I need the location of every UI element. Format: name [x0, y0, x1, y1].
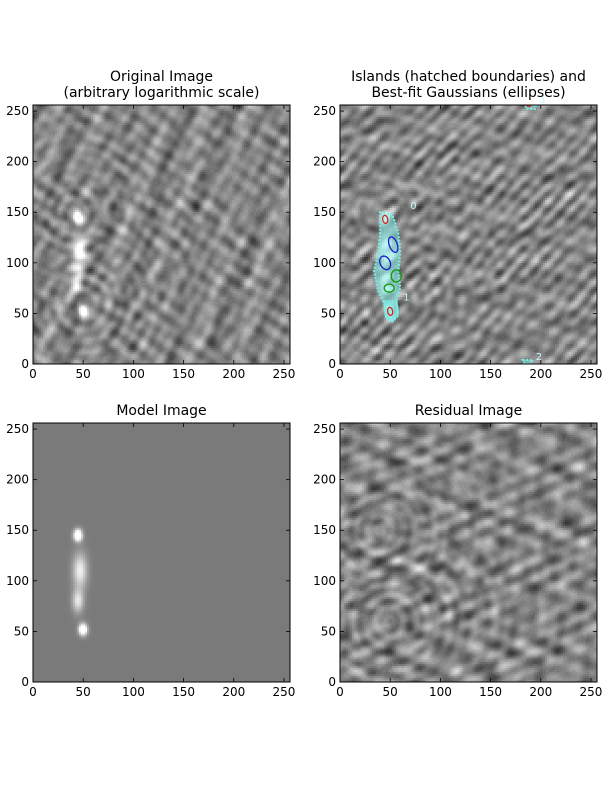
- panel-3: 0 50 100 150 200 250 0 50 100 150 200 250 Model Imag…: [6, 403, 295, 699]
- panel-2: 0 1 2 3 0 50 100 150 200 250 0 50 100 150 200 250 Island…: [313, 69, 602, 381]
- panel-title: (arbitrary logarithmic scale): [63, 85, 259, 101]
- x-tick-label: 50: [76, 685, 91, 699]
- y-tick-label: 200: [6, 155, 29, 169]
- y-tick-label: 150: [313, 523, 336, 537]
- x-tick-label: 0: [29, 367, 37, 381]
- x-tick-label: 100: [122, 367, 145, 381]
- x-tick-label: 50: [383, 685, 398, 699]
- y-tick-label: 50: [321, 306, 336, 320]
- y-tick-label: 100: [313, 256, 336, 270]
- y-tick-label: 0: [21, 357, 29, 371]
- gaussian-ellipse: [379, 255, 392, 271]
- gaussian-ellipse: [383, 283, 395, 293]
- panel-image: [340, 423, 597, 682]
- gaussian-ellipse: [381, 214, 389, 224]
- y-tick-label: 100: [6, 574, 29, 588]
- x-tick-label: 100: [429, 367, 452, 381]
- island-label: 2: [536, 352, 542, 363]
- y-tick-label: 0: [328, 675, 336, 689]
- x-tick-label: 50: [383, 367, 398, 381]
- x-tick-label: 250: [273, 367, 296, 381]
- y-tick-label: 50: [14, 306, 29, 320]
- panel-image: [33, 105, 290, 364]
- panel-4: 0 50 100 150 200 250 0 50 100 150 200 250 Residual I…: [313, 403, 602, 699]
- x-tick-label: 100: [429, 685, 452, 699]
- panel-title: Model Image: [116, 403, 206, 419]
- island-label: 3: [539, 95, 545, 106]
- panel-title: Residual Image: [415, 403, 522, 419]
- y-tick-label: 50: [321, 624, 336, 638]
- panel-1: 0 50 100 150 200 250 0 50 100 150 200 250 Original I…: [6, 69, 295, 381]
- x-tick-label: 250: [580, 685, 603, 699]
- y-tick-label: 150: [6, 523, 29, 537]
- gaussian-ellipse: [526, 105, 532, 108]
- y-tick-label: 250: [6, 104, 29, 118]
- plot-frame: [32, 422, 291, 683]
- y-tick-label: 150: [313, 205, 336, 219]
- axis-ticks: [32, 105, 290, 365]
- y-tick-label: 200: [6, 473, 29, 487]
- x-tick-label: 150: [172, 685, 195, 699]
- x-tick-label: 250: [273, 685, 296, 699]
- plot-frame: [339, 422, 598, 683]
- y-tick-label: 200: [313, 155, 336, 169]
- y-tick-label: 150: [6, 205, 29, 219]
- y-tick-label: 250: [6, 422, 29, 436]
- axis-ticks: [32, 423, 290, 683]
- y-tick-label: 0: [328, 357, 336, 371]
- y-tick-label: 200: [313, 473, 336, 487]
- axis-ticks: [339, 105, 597, 365]
- y-tick-label: 250: [313, 422, 336, 436]
- x-tick-label: 0: [336, 685, 344, 699]
- plot-frame: [32, 104, 291, 365]
- gaussian-ellipse: [386, 306, 394, 317]
- y-tick-label: 100: [313, 574, 336, 588]
- panel-image: [33, 423, 290, 682]
- x-tick-label: 200: [222, 367, 245, 381]
- island-boundary: [520, 358, 535, 364]
- x-tick-label: 150: [479, 685, 502, 699]
- island-label: 1: [403, 292, 409, 303]
- plot-frame: [339, 104, 598, 365]
- panel-image: [340, 105, 597, 364]
- island-label: 0: [410, 201, 416, 212]
- y-tick-label: 50: [14, 624, 29, 638]
- island-boundary: [373, 210, 402, 323]
- x-tick-label: 200: [222, 685, 245, 699]
- island-boundary: [382, 300, 400, 324]
- y-tick-label: 0: [21, 675, 29, 689]
- panel-title: Best-fit Gaussians (ellipses): [371, 85, 565, 101]
- panel-title: Islands (hatched boundaries) and: [351, 69, 586, 85]
- x-tick-label: 50: [76, 367, 91, 381]
- x-tick-label: 250: [580, 367, 603, 381]
- x-tick-label: 150: [172, 367, 195, 381]
- gaussian-ellipse: [390, 269, 402, 283]
- x-tick-label: 0: [336, 367, 344, 381]
- axis-ticks: [339, 423, 597, 683]
- x-tick-label: 200: [529, 685, 552, 699]
- panel-title: Original Image: [110, 69, 213, 85]
- y-tick-label: 250: [313, 104, 336, 118]
- gaussian-ellipse: [387, 236, 399, 253]
- x-tick-label: 100: [122, 685, 145, 699]
- x-tick-label: 200: [529, 367, 552, 381]
- x-tick-label: 150: [479, 367, 502, 381]
- x-tick-label: 0: [29, 685, 37, 699]
- y-tick-label: 100: [6, 256, 29, 270]
